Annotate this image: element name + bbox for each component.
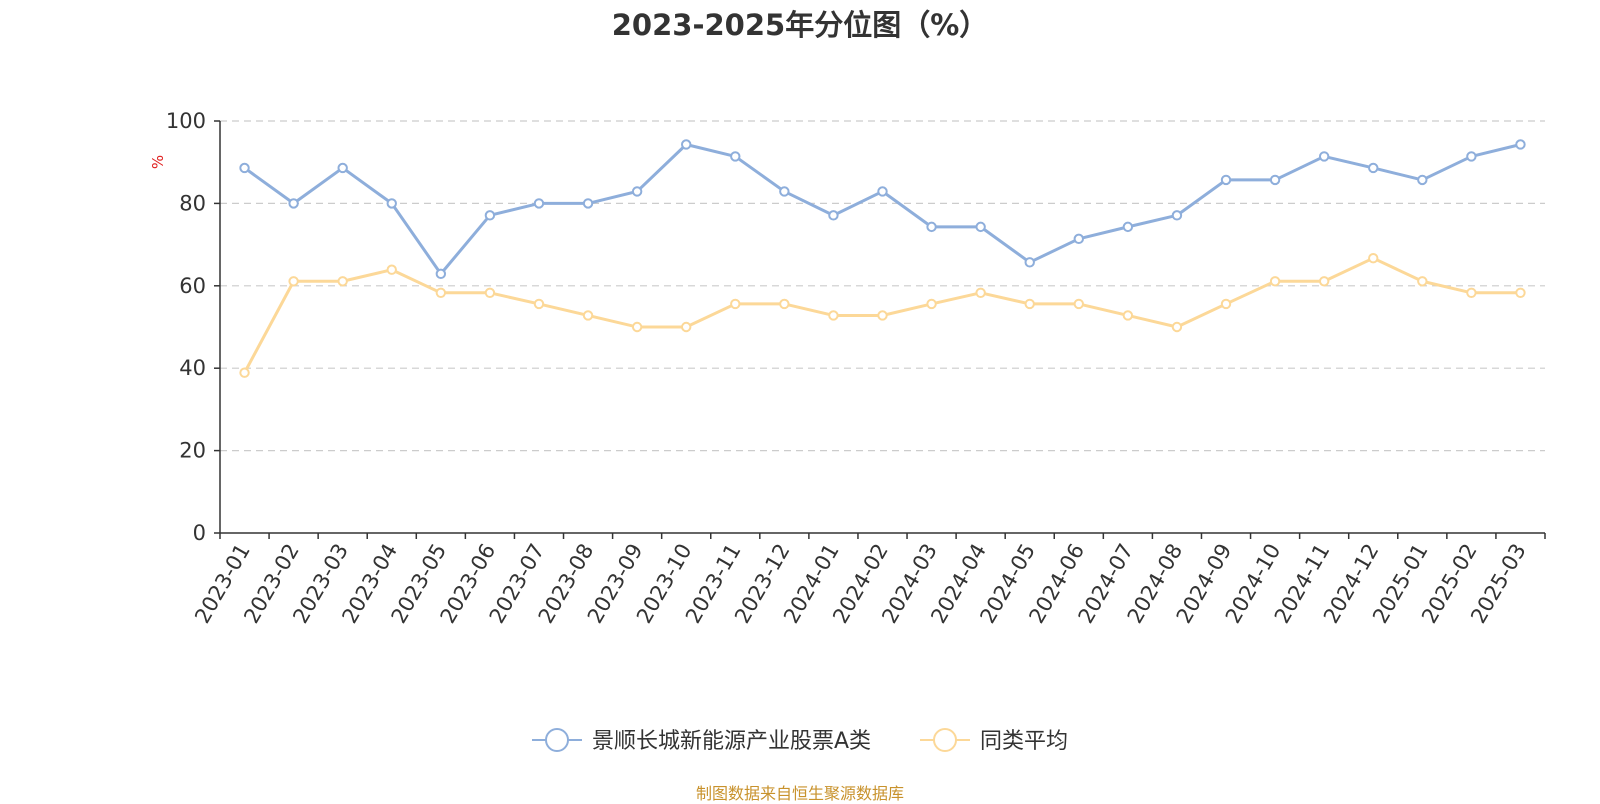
data-point bbox=[1122, 310, 1134, 321]
y-tick-label: 100 bbox=[166, 109, 206, 133]
legend-label: 同类平均 bbox=[980, 729, 1068, 754]
y-axis-label: % bbox=[149, 155, 167, 169]
data-point bbox=[1073, 233, 1084, 245]
data-point bbox=[386, 198, 397, 209]
series-line-1 bbox=[243, 142, 1521, 276]
grid-layer bbox=[220, 120, 1545, 452]
y-tick-label: 20 bbox=[179, 439, 206, 463]
data-point bbox=[828, 210, 839, 221]
data-point bbox=[631, 186, 643, 197]
data-point bbox=[533, 298, 545, 310]
data-point bbox=[1466, 151, 1477, 162]
data-point bbox=[975, 221, 986, 233]
data-point bbox=[582, 198, 594, 209]
data-point bbox=[435, 268, 447, 280]
legend-marker bbox=[545, 728, 569, 752]
data-point bbox=[828, 310, 839, 321]
y-tick-label: 40 bbox=[179, 356, 206, 380]
data-point bbox=[337, 276, 348, 287]
data-point bbox=[1417, 174, 1428, 186]
data-point bbox=[484, 287, 496, 299]
data-point bbox=[1318, 151, 1330, 162]
data-point bbox=[1318, 276, 1330, 287]
data-point bbox=[779, 298, 790, 310]
data-point bbox=[1024, 257, 1035, 268]
data-point bbox=[435, 287, 447, 299]
data-point bbox=[533, 198, 545, 209]
data-point bbox=[877, 310, 888, 321]
data-point bbox=[1220, 298, 1232, 310]
data-point bbox=[1220, 174, 1232, 186]
legend-item-1[interactable]: 景顺长城新能源产业股票A类 bbox=[532, 728, 871, 754]
data-point bbox=[1122, 221, 1134, 233]
data-point bbox=[288, 198, 299, 209]
data-point bbox=[631, 321, 643, 333]
data-point bbox=[386, 264, 397, 275]
legend[interactable]: 景顺长城新能源产业股票A类 同类平均 bbox=[532, 728, 1068, 754]
data-point bbox=[877, 186, 888, 197]
data-point bbox=[681, 321, 692, 333]
data-point bbox=[1368, 252, 1379, 264]
y-tick-label: 80 bbox=[179, 191, 206, 215]
y-tick-label: 60 bbox=[179, 274, 206, 298]
data-point bbox=[1269, 174, 1281, 186]
data-point bbox=[730, 298, 741, 310]
source-note: 制图数据来自恒生聚源数据库 bbox=[695, 784, 904, 803]
legend-item-2[interactable]: 同类平均 bbox=[920, 728, 1068, 754]
data-point bbox=[1073, 298, 1084, 310]
data-point bbox=[975, 287, 986, 299]
legend-marker bbox=[933, 728, 957, 752]
data-point bbox=[926, 298, 937, 310]
data-point bbox=[1171, 210, 1183, 221]
chart-title: 2023-2025年分位图（%） bbox=[611, 8, 989, 42]
data-point bbox=[1417, 276, 1428, 287]
data-point bbox=[779, 186, 790, 197]
data-point bbox=[730, 151, 741, 162]
data-point bbox=[926, 221, 937, 233]
data-point bbox=[681, 139, 692, 150]
series-layer bbox=[239, 139, 1526, 378]
data-point bbox=[1269, 276, 1281, 287]
data-point bbox=[1515, 139, 1526, 150]
data-point bbox=[582, 310, 594, 321]
data-point bbox=[288, 276, 299, 287]
legend-label: 景顺长城新能源产业股票A类 bbox=[592, 729, 871, 754]
data-point bbox=[1515, 287, 1526, 299]
data-point bbox=[1024, 298, 1035, 310]
data-point bbox=[1171, 321, 1183, 333]
y-tick-label: 0 bbox=[193, 521, 206, 545]
data-point bbox=[337, 162, 348, 174]
data-point bbox=[1466, 287, 1477, 299]
data-point bbox=[484, 210, 496, 221]
data-point bbox=[239, 162, 250, 174]
data-point bbox=[1368, 162, 1379, 174]
data-point bbox=[239, 367, 250, 378]
